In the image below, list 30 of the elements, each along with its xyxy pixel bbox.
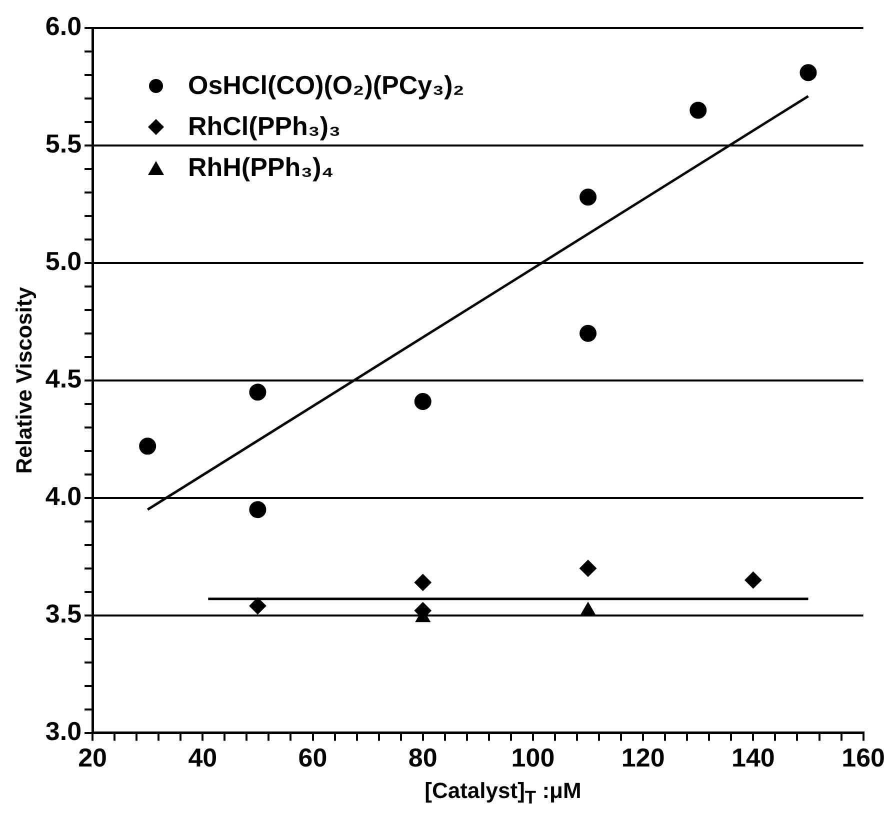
point <box>249 384 266 401</box>
point <box>414 393 432 410</box>
x-tick-label: 100 <box>511 742 555 773</box>
point <box>249 501 266 518</box>
point <box>580 188 597 206</box>
x-tick-label: 80 <box>408 742 438 773</box>
point <box>800 64 817 82</box>
y-tick-label: 5.5 <box>45 128 82 159</box>
legend-label: RhCl(PPh₃)₃ <box>188 111 341 142</box>
point <box>580 560 597 577</box>
y-axis-title: Relative Viscosity <box>11 286 36 474</box>
point <box>414 574 432 591</box>
legend-label: RhH(PPh₃)₄ <box>188 152 334 183</box>
x-tick-label: 140 <box>732 742 775 773</box>
point <box>744 572 762 589</box>
point <box>580 324 597 342</box>
legend-label: OsHCl(CO)(O₂)(PCy₃)₂ <box>188 70 464 101</box>
y-tick-label: 4.0 <box>45 481 82 512</box>
x-tick-label: 120 <box>621 742 665 773</box>
point <box>690 102 707 119</box>
point <box>249 597 266 614</box>
point <box>139 438 156 455</box>
x-axis-title: [Catalyst]$_{T}$ :μM <box>424 778 582 808</box>
y-tick-label: 4.5 <box>45 364 82 394</box>
y-tick-label: 5.0 <box>45 246 82 276</box>
x-tick-label: 40 <box>188 742 218 773</box>
x-tick-label: 60 <box>298 742 328 773</box>
y-tick-label: 3.5 <box>45 598 82 629</box>
x-tick-label: 160 <box>842 742 886 773</box>
y-tick-label: 6.0 <box>45 11 82 42</box>
